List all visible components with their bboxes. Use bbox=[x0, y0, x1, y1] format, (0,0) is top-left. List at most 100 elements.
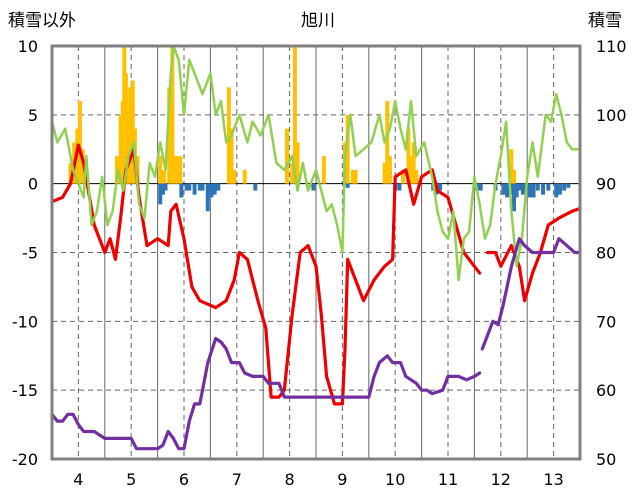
bar-blue bbox=[554, 183, 559, 198]
bar-orange bbox=[167, 87, 172, 184]
y-left-tick-label: 5 bbox=[28, 106, 38, 125]
bar-blue bbox=[205, 183, 210, 212]
y-right-tick-label: 80 bbox=[596, 244, 616, 263]
series-line-purple bbox=[50, 237, 582, 451]
bar-blue bbox=[253, 183, 258, 191]
bar-orange bbox=[232, 169, 237, 184]
bar-orange bbox=[77, 101, 82, 184]
bar-orange bbox=[295, 142, 300, 184]
bar-blue bbox=[531, 183, 536, 198]
bar-orange bbox=[80, 149, 85, 184]
plot-frame bbox=[50, 44, 582, 461]
bar-blue bbox=[397, 183, 402, 191]
bar-blue bbox=[179, 183, 184, 198]
bar-blue bbox=[512, 183, 516, 212]
bar-blue bbox=[541, 183, 546, 195]
bar-orange bbox=[172, 156, 177, 184]
y-left-label: 積雪以外 bbox=[8, 11, 76, 31]
y-left-axis: -20 -15 -10 -5 0 5 10 bbox=[12, 37, 38, 469]
bar-orange bbox=[118, 114, 123, 184]
bar-orange bbox=[321, 156, 326, 184]
bar-orange bbox=[382, 163, 387, 184]
bar-orange bbox=[512, 169, 516, 184]
bar-orange bbox=[130, 80, 135, 184]
y-right-tick-label: 70 bbox=[596, 312, 616, 331]
bar-blue bbox=[478, 183, 483, 191]
x-axis: 4 5 6 7 8 9 10 11 12 13 bbox=[73, 470, 563, 489]
y-right-label: 積雪 bbox=[588, 11, 622, 31]
bar-blue bbox=[562, 183, 567, 191]
bar-blue bbox=[527, 183, 532, 198]
bar-orange bbox=[161, 169, 166, 184]
bar-orange bbox=[128, 87, 133, 184]
bar-blue bbox=[520, 183, 525, 195]
bar-orange bbox=[409, 156, 414, 184]
bar-blue bbox=[438, 183, 443, 191]
y-left-tick-label: -15 bbox=[12, 381, 38, 400]
bar-orange bbox=[509, 149, 514, 184]
bar-blue bbox=[557, 183, 562, 195]
bar-orange bbox=[175, 156, 180, 184]
plot-border bbox=[50, 44, 582, 461]
bar-orange bbox=[290, 163, 295, 184]
x-tick-label: 5 bbox=[126, 470, 136, 489]
y-left-tick-label: -20 bbox=[12, 450, 38, 469]
x-tick-label: 7 bbox=[232, 470, 242, 489]
bar-blue bbox=[505, 183, 510, 198]
x-tick-label: 12 bbox=[491, 470, 511, 489]
x-tick-label: 10 bbox=[385, 470, 405, 489]
bar-orange bbox=[284, 128, 289, 184]
bar-orange bbox=[226, 87, 231, 184]
grid-lines bbox=[52, 46, 580, 459]
bar-blue bbox=[517, 183, 522, 191]
bar-orange bbox=[345, 114, 350, 184]
bar-orange bbox=[292, 46, 297, 184]
bar-blue bbox=[158, 183, 163, 205]
bar-blue bbox=[184, 183, 189, 191]
bar-orange bbox=[353, 169, 358, 184]
x-tick-label: 4 bbox=[73, 470, 83, 489]
bar-orange bbox=[406, 128, 411, 184]
bar-blue bbox=[163, 183, 168, 191]
bar-orange bbox=[350, 169, 355, 184]
bar-blue bbox=[345, 183, 350, 188]
x-tick-label: 9 bbox=[337, 470, 347, 489]
y-right-tick-label: 60 bbox=[596, 381, 616, 400]
bar-orange bbox=[123, 73, 128, 184]
bar-blue bbox=[192, 183, 197, 195]
bar-blue bbox=[187, 183, 192, 191]
bar-blue bbox=[200, 183, 205, 191]
x-tick-label: 11 bbox=[438, 470, 458, 489]
chart-title: 旭川 bbox=[301, 11, 335, 31]
bar-blue bbox=[160, 183, 165, 195]
bar-blue bbox=[514, 183, 519, 198]
series-line-red bbox=[50, 143, 582, 406]
y-right-tick-label: 110 bbox=[596, 37, 627, 56]
bar-blue bbox=[209, 183, 214, 198]
bar-blue bbox=[546, 183, 551, 191]
bar-orange bbox=[387, 156, 392, 184]
bar-blue bbox=[311, 183, 316, 191]
bar-orange bbox=[414, 169, 419, 184]
y-right-tick-label: 100 bbox=[596, 106, 627, 125]
y-right-axis: 50 60 70 80 90 100 110 bbox=[596, 37, 627, 469]
line-series bbox=[50, 44, 582, 451]
bar-orange bbox=[385, 101, 390, 184]
bar-blue bbox=[535, 183, 540, 191]
bar-blue bbox=[197, 183, 202, 191]
bar-blue bbox=[566, 183, 571, 188]
x-tick-label: 6 bbox=[179, 470, 189, 489]
bar-blue bbox=[216, 183, 221, 191]
y-left-tick-label: -5 bbox=[22, 244, 38, 263]
bar-blue bbox=[212, 183, 217, 195]
bar-orange bbox=[229, 128, 234, 184]
y-left-tick-label: 0 bbox=[28, 175, 38, 194]
bar-orange bbox=[126, 107, 131, 184]
bar-orange bbox=[401, 169, 406, 184]
y-left-tick-label: 10 bbox=[18, 37, 38, 56]
bar-orange bbox=[170, 46, 175, 184]
series-line-green bbox=[50, 44, 582, 282]
bar-orange bbox=[158, 156, 163, 184]
bar-orange bbox=[242, 169, 247, 184]
